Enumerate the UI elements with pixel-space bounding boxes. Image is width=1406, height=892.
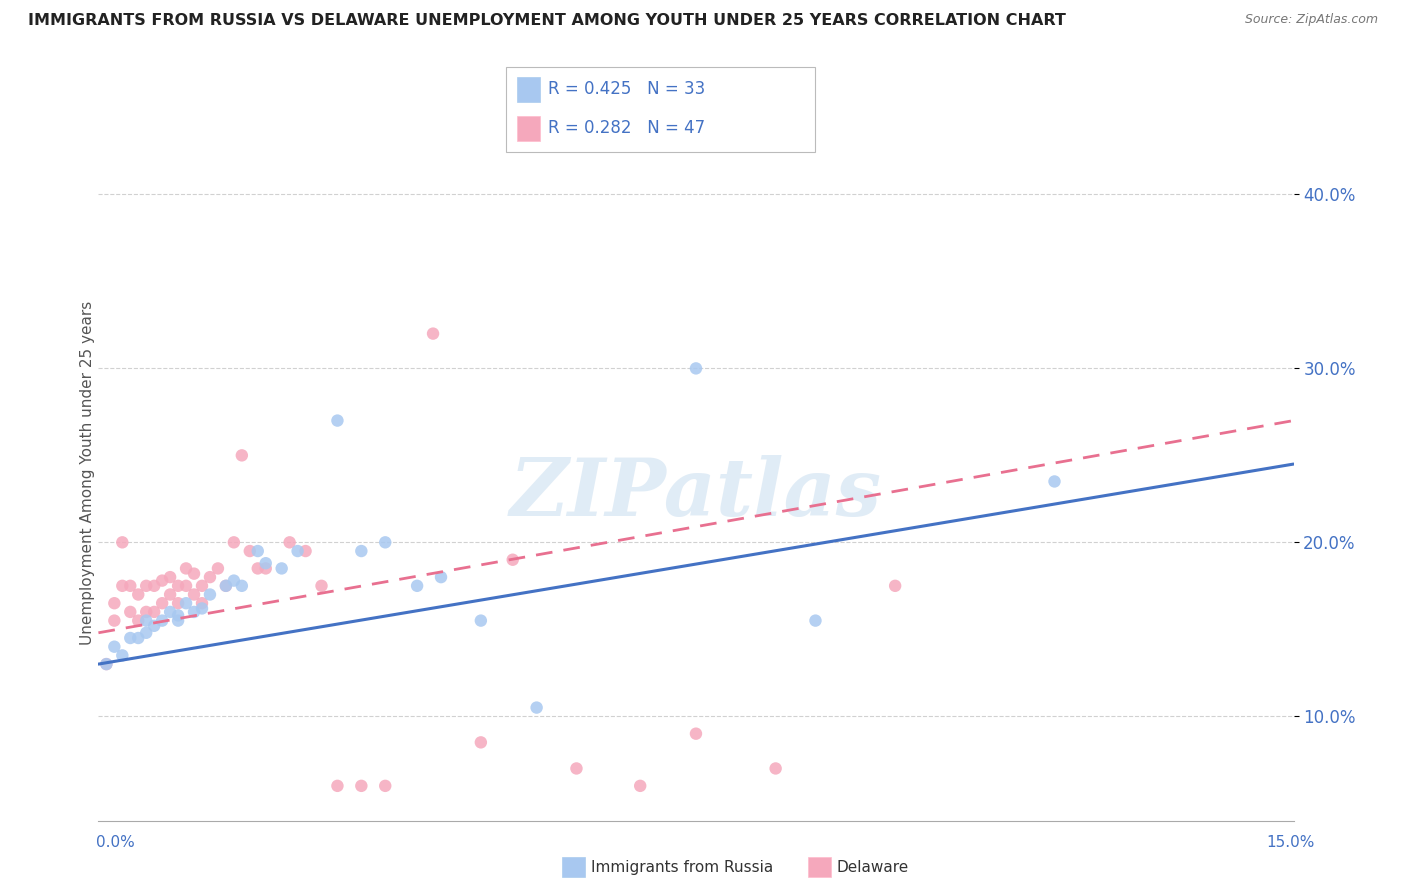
Point (96, 657, 118, 671)
Point (685, 726, 707, 740)
Point (270, 561, 292, 575)
Point (150, 596, 173, 610)
Point (246, 561, 269, 575)
Point (167, 614, 190, 628)
Point (183, 605, 205, 619)
Point (470, 735, 492, 749)
Point (191, 579, 214, 593)
Point (159, 570, 181, 584)
Point (254, 556, 277, 570)
Point (470, 614, 492, 628)
Point (422, 326, 444, 341)
Point (350, 779, 373, 793)
Point (103, 640, 125, 654)
Text: R = 0.425   N = 33: R = 0.425 N = 33 (548, 80, 706, 98)
Point (565, 761, 588, 775)
Point (127, 631, 149, 645)
Point (111, 648, 134, 663)
Point (222, 574, 245, 588)
Point (174, 561, 197, 575)
Point (135, 625, 157, 640)
Point (374, 535, 396, 549)
Point (215, 579, 238, 593)
Point (804, 614, 827, 628)
Point (159, 605, 181, 619)
Point (127, 614, 149, 628)
Point (167, 608, 190, 623)
Point (120, 605, 142, 619)
Point (183, 587, 205, 601)
Point (765, 761, 787, 775)
Point (143, 605, 166, 619)
Text: Immigrants from Russia: Immigrants from Russia (591, 860, 773, 874)
Point (127, 587, 149, 601)
Point (150, 574, 173, 588)
Point (191, 596, 214, 610)
Point (143, 619, 166, 633)
Point (207, 561, 229, 575)
Text: Source: ZipAtlas.com: Source: ZipAtlas.com (1244, 13, 1378, 27)
Point (326, 779, 349, 793)
Point (231, 448, 253, 462)
Point (198, 570, 221, 584)
Point (120, 579, 142, 593)
Text: R = 0.282   N = 47: R = 0.282 N = 47 (548, 120, 706, 137)
Point (294, 544, 316, 558)
Point (430, 570, 453, 584)
Point (143, 579, 166, 593)
Point (222, 535, 245, 549)
Point (628, 779, 651, 793)
Point (215, 579, 238, 593)
Text: ZIPatlas: ZIPatlas (510, 455, 882, 533)
Point (231, 579, 253, 593)
Point (135, 579, 157, 593)
Point (167, 579, 190, 593)
Point (311, 579, 333, 593)
Point (174, 596, 197, 610)
Point (198, 587, 221, 601)
Point (135, 605, 157, 619)
Point (135, 614, 157, 628)
Point (96, 657, 118, 671)
Point (183, 566, 205, 581)
Point (150, 614, 173, 628)
Point (254, 561, 277, 575)
Point (374, 779, 396, 793)
Text: 15.0%: 15.0% (1267, 836, 1315, 850)
Point (191, 601, 214, 615)
Point (685, 361, 707, 376)
Point (111, 579, 134, 593)
Point (1043, 475, 1066, 489)
Point (350, 544, 373, 558)
Point (406, 579, 429, 593)
Text: 0.0%: 0.0% (96, 836, 135, 850)
Point (526, 700, 548, 714)
Point (167, 596, 190, 610)
Text: IMMIGRANTS FROM RUSSIA VS DELAWARE UNEMPLOYMENT AMONG YOUTH UNDER 25 YEARS CORRE: IMMIGRANTS FROM RUSSIA VS DELAWARE UNEMP… (28, 13, 1066, 29)
Point (246, 544, 269, 558)
Point (120, 631, 142, 645)
Point (174, 579, 197, 593)
Point (502, 552, 524, 567)
Text: Delaware: Delaware (837, 860, 908, 874)
Point (111, 535, 134, 549)
Point (884, 579, 907, 593)
Point (159, 587, 181, 601)
Point (287, 544, 309, 558)
Y-axis label: Unemployment Among Youth under 25 years: Unemployment Among Youth under 25 years (80, 301, 94, 645)
Point (103, 614, 125, 628)
Point (278, 535, 301, 549)
Point (239, 544, 262, 558)
Point (103, 596, 125, 610)
Point (326, 414, 349, 428)
